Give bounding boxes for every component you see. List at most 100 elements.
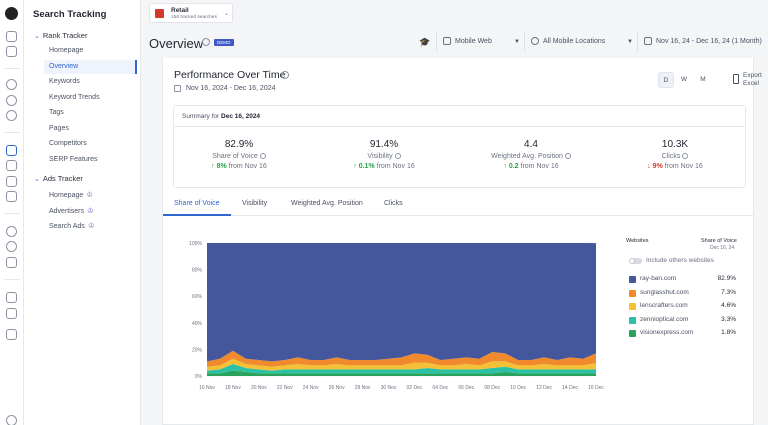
rank-tracker-section[interactable]: ⌄ Rank Tracker xyxy=(34,31,87,40)
search-icon[interactable] xyxy=(6,241,17,252)
project-subtitle: 156 tracked searches xyxy=(171,15,217,20)
dropdown-arrow-icon: ▼ xyxy=(627,39,633,45)
legend-swatch[interactable] xyxy=(629,276,636,283)
legend-website: ray-ban.com xyxy=(640,275,677,282)
graduation-cap-icon[interactable]: 🎓 xyxy=(419,37,431,47)
project-selector[interactable]: Retail 156 tracked searches ⌄ xyxy=(149,3,233,23)
legend-swatch[interactable] xyxy=(629,303,636,311)
legend-website: lenscrafters.com xyxy=(640,302,688,310)
app-logo[interactable] xyxy=(5,7,18,20)
metric-label: Visibility xyxy=(319,153,449,160)
legend-value: 82.9% xyxy=(717,275,736,282)
location-select[interactable]: All Mobile Locations ▼ xyxy=(524,32,637,52)
nav-item-ads-homepage[interactable]: Homepage ♔ xyxy=(49,190,93,199)
legend-item[interactable]: zennioptical.com 3.3% xyxy=(629,315,744,327)
trend-chart-icon[interactable] xyxy=(6,46,17,57)
export-excel-button[interactable]: Export Excel xyxy=(743,72,762,88)
x-tick-label: 10 Dec xyxy=(510,385,526,391)
device-select[interactable]: Mobile Web ▼ xyxy=(436,32,524,52)
metric-label: Clicks xyxy=(610,153,740,160)
section-label: Ads Tracker xyxy=(42,174,83,183)
chat-icon[interactable] xyxy=(6,191,17,202)
target-icon[interactable] xyxy=(6,226,17,237)
nav-item-keyword-trends[interactable]: Keyword Trends xyxy=(49,94,100,101)
info-icon[interactable] xyxy=(202,38,210,46)
metric-value: 4.4 xyxy=(524,139,538,150)
device-value: Mobile Web xyxy=(455,38,492,45)
tab-weighted-avg-position[interactable]: Weighted Avg. Position xyxy=(291,200,363,207)
share-of-voice-chart: 0% 20% 40% 60% 80% 100% 16 Nov 18 Nov 20 Nov 22 N… xyxy=(189,241,604,391)
bookmark-icon[interactable] xyxy=(6,160,17,171)
summary-date: Dec 16, 2024 xyxy=(221,113,261,120)
period-month-button[interactable]: M xyxy=(700,76,706,83)
legend-swatch[interactable] xyxy=(629,289,636,297)
nav-item-serp-features[interactable]: SERP Features xyxy=(49,156,98,163)
crown-icon: ♔ xyxy=(87,206,94,215)
chevron-down-icon: ⌄ xyxy=(34,33,40,40)
change-value: 0.2 xyxy=(508,163,519,170)
nav-item-keywords[interactable]: Keywords xyxy=(49,78,80,85)
change-value: 0.1% xyxy=(358,163,375,170)
filter-icon[interactable] xyxy=(6,257,17,268)
nav-item-overview[interactable]: Overview xyxy=(44,60,137,74)
crown-icon: ♔ xyxy=(86,190,93,199)
info-icon[interactable] xyxy=(564,153,571,159)
link-icon[interactable] xyxy=(6,176,17,187)
nav-item-homepage[interactable]: Homepage xyxy=(49,47,84,54)
tab-share-of-voice[interactable]: Share of Voice xyxy=(163,200,231,216)
app-title: Search Tracking xyxy=(33,9,107,20)
ads-tracker-section[interactable]: ⌄ Ads Tracker xyxy=(34,174,83,183)
up-arrow-icon: ↑ xyxy=(503,163,507,170)
nav-item-pages[interactable]: Pages xyxy=(49,125,69,132)
metric-change: ↑ 0.2 from Nov 16 xyxy=(466,163,596,170)
change-from: from Nov 16 xyxy=(376,163,415,170)
search-tracking-icon[interactable] xyxy=(6,145,17,156)
legend-item[interactable]: lenscrafters.com 4.6% xyxy=(629,301,744,313)
period-day-button[interactable]: D xyxy=(658,72,674,88)
legend-item[interactable]: sunglasshut.com 7.3% xyxy=(629,288,744,300)
up-arrow-icon: ↑ xyxy=(353,163,357,170)
metric-change: ↑ 8% from Nov 16 xyxy=(174,163,304,170)
globe-icon[interactable] xyxy=(6,79,17,90)
calendar-icon xyxy=(174,85,181,92)
device-icon xyxy=(443,37,451,46)
metric-label: Weighted Avg. Position xyxy=(466,153,596,160)
metric-value: 10.3K xyxy=(661,139,689,150)
project-name: Retail xyxy=(171,7,189,14)
settings-icon[interactable] xyxy=(6,415,17,425)
x-tick-label: 02 Dec xyxy=(407,385,423,391)
legend-item[interactable]: ray-ban.com 82.9% xyxy=(629,274,744,286)
clock-icon[interactable] xyxy=(6,110,17,121)
legend-item[interactable]: visionexpress.com 1.8% xyxy=(629,328,744,340)
crown-icon[interactable] xyxy=(6,329,17,340)
info-icon[interactable] xyxy=(281,71,289,79)
compass-icon[interactable] xyxy=(6,95,17,106)
mobile-icon[interactable] xyxy=(6,308,17,319)
document-icon[interactable] xyxy=(6,292,17,303)
legend-value: 3.3% xyxy=(721,315,736,323)
dashboard-icon[interactable] xyxy=(6,31,17,42)
rail-divider xyxy=(4,279,20,280)
include-others-toggle[interactable] xyxy=(629,258,642,264)
period-week-button[interactable]: W xyxy=(680,76,688,83)
legend-swatch[interactable] xyxy=(629,330,636,338)
info-icon[interactable] xyxy=(394,153,401,159)
excel-icon[interactable] xyxy=(733,74,739,84)
legend-header-sov: Share of Voice xyxy=(701,238,737,244)
change-value: 8% xyxy=(216,163,227,170)
x-tick-label: 08 Dec xyxy=(484,385,500,391)
legend-swatch[interactable] xyxy=(629,316,636,324)
date-select[interactable]: Nov 16, 24 - Dec 16, 24 (1 Month) xyxy=(637,32,768,52)
change-value: 9% xyxy=(652,163,663,170)
tab-visibility[interactable]: Visibility xyxy=(242,200,268,207)
nav-item-search-ads[interactable]: Search Ads ♔ xyxy=(49,221,95,230)
info-icon[interactable] xyxy=(682,153,689,159)
nav-item-competitors[interactable]: Competitors xyxy=(49,140,87,147)
nav-item-tags[interactable]: Tags xyxy=(49,109,64,116)
change-from: from Nov 16 xyxy=(664,163,703,170)
crown-icon: ♔ xyxy=(87,221,95,230)
x-tick-label: 20 Nov xyxy=(251,385,267,391)
nav-item-advertisers[interactable]: Advertisers ♔ xyxy=(49,206,94,215)
info-icon[interactable] xyxy=(259,153,266,159)
tab-clicks[interactable]: Clicks xyxy=(384,200,403,207)
